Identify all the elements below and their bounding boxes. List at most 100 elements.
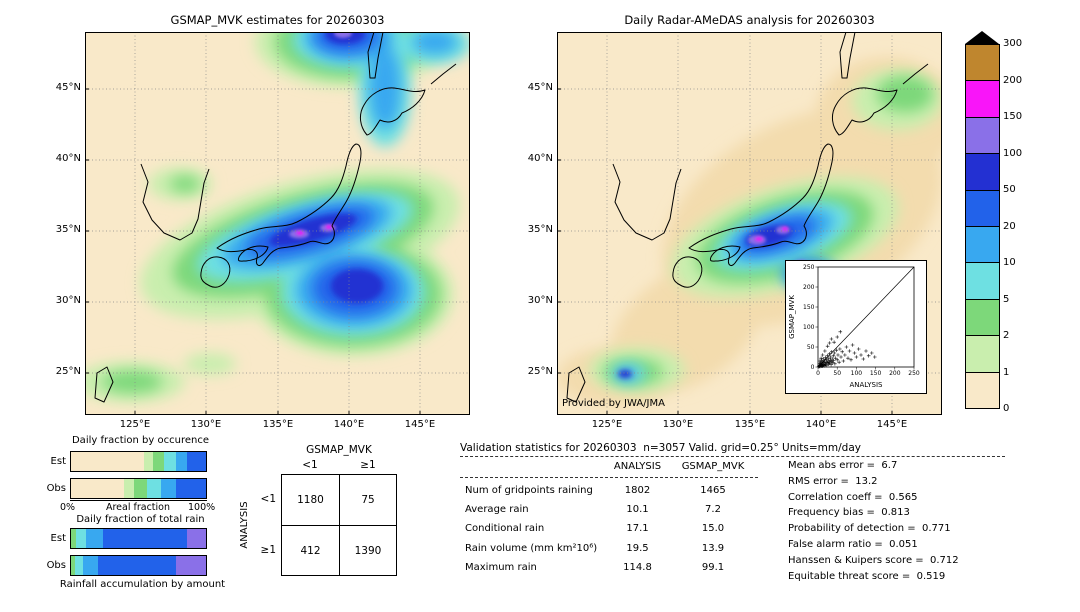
stat-label: Conditional rain <box>465 523 545 535</box>
scatter-points <box>817 330 877 369</box>
bar-segment <box>123 479 135 498</box>
colorbar-label: 0 <box>1003 403 1010 414</box>
contingency-cell-01: 75 <box>339 475 396 525</box>
colorbar-label: 1 <box>1003 366 1010 378</box>
lat-tick: 25°N <box>55 366 81 377</box>
bar-segment <box>161 479 177 498</box>
radar-precip-map <box>557 31 959 415</box>
map-border <box>557 32 942 415</box>
occurrence-obs-label: Obs <box>46 483 66 494</box>
colorbar-label: 100 <box>1003 147 1023 159</box>
colorbar-cell <box>966 336 999 373</box>
identity-line <box>817 266 915 368</box>
score-line: Frequency bias = 0.813 <box>788 507 910 519</box>
contingency-cell-10: 412 <box>282 525 339 575</box>
colorbar-cells <box>965 44 1000 409</box>
lon-tick: 130°E <box>662 419 694 430</box>
colorbar-cell <box>966 190 999 228</box>
occurrence-est-label: Est <box>50 456 66 467</box>
occurrence-xlabel: Areal fraction <box>105 502 170 513</box>
inset-xlabel: ANALYSIS <box>849 381 883 389</box>
colorbar-cell <box>966 117 999 155</box>
bar-segment <box>164 452 177 471</box>
colorbar-labels: 300 200 150 100 50 20 10 5 2 1 0 <box>1003 38 1043 414</box>
contingency-cell-00: 1180 <box>297 494 324 506</box>
stat-value-gsmap: 7.2 <box>705 504 721 516</box>
bar-segment <box>134 479 147 498</box>
lat-tick: 45°N <box>527 82 553 93</box>
lat-tick: 30°N <box>55 295 81 306</box>
validation-rows: Num of gridpoints raining 1802 1465 Average… <box>465 481 760 577</box>
bar-segment <box>187 529 206 548</box>
lon-tick: 135°E <box>734 419 766 430</box>
inset-xtick-label: 0 <box>816 370 820 377</box>
axis-ticks <box>557 88 893 415</box>
inset-ytick-label: 0 <box>811 364 815 371</box>
inset-xtick-label: 150 <box>870 370 882 377</box>
bar-segment <box>71 452 144 471</box>
stat-value-gsmap: 13.9 <box>701 542 725 554</box>
validation-title: Validation statistics for 20260303 n=305… <box>460 442 861 454</box>
gsmap-map-title: GSMAP_MVK estimates for 20260303 <box>170 13 385 27</box>
coastline-kuril <box>902 63 929 85</box>
contingency-row-lt1: <1 <box>260 493 276 505</box>
colorbar-label: 20 <box>1003 220 1016 232</box>
score-line: Mean abs error = 6.7 <box>788 460 898 471</box>
lon-tick: 140°E <box>805 419 837 430</box>
lon-tick: 140°E <box>333 419 365 430</box>
validation-row: Rain volume (mm km²10⁶) 19.5 13.9 <box>465 539 760 558</box>
totalrain-est-bar <box>70 528 207 549</box>
inset-xtick-label: 50 <box>833 370 841 377</box>
coastline-shikoku <box>237 245 269 262</box>
precip-layer-magenta <box>755 227 788 241</box>
stat-value-analysis: 19.5 <box>626 542 649 554</box>
bar-segment <box>146 479 162 498</box>
stat-value-analysis: 10.1 <box>626 504 649 516</box>
lon-tick: 145°E <box>876 419 908 430</box>
score-line: Hanssen & Kuipers score = 0.712 <box>788 554 959 566</box>
bar-segment <box>176 452 188 471</box>
lon-tick: 135°E <box>262 419 294 430</box>
totalrain-obs-bar <box>70 555 207 576</box>
coastline-kuril <box>430 63 457 85</box>
coastline-shikoku <box>709 245 741 262</box>
radar-map-panel: Daily Radar-AMeDAS analysis for 20260303 <box>528 13 959 430</box>
occurrence-obs-bar <box>70 478 207 499</box>
gsmap-map-panel: GSMAP_MVK estimates for 20260303 <box>56 0 471 430</box>
bar-segment <box>176 479 206 498</box>
coastlines <box>566 31 929 403</box>
colorbar-overflow-triangle <box>965 31 999 44</box>
inset-ytick-label: 150 <box>803 304 815 311</box>
lat-tick: 40°N <box>55 153 81 164</box>
data-credit: Provided by JWA/JMA <box>562 398 665 409</box>
colorbar-cell <box>966 263 999 300</box>
inset-dynamic: 00 50 50 100 100 150 150 200 200 250 250 <box>803 264 920 377</box>
bar-segment <box>97 556 177 575</box>
gsmap-vs-analysis-scatter: ANALYSIS GSMAP_MVK 00 50 50 100 100 150 150 200… <box>788 264 920 389</box>
precip-layer-magenta <box>296 225 333 235</box>
stat-value-analysis: 17.1 <box>626 523 649 535</box>
colorbar-cell <box>966 45 999 82</box>
occurrence-tick-100: 100% <box>188 502 216 513</box>
contingency-cell-11: 1390 <box>339 525 396 575</box>
colorbar-label: 2 <box>1003 330 1010 341</box>
map-border <box>85 32 470 415</box>
contingency-col-ge1: ≥1 <box>360 459 376 471</box>
contingency-table: 1180 75 412 1390 <box>281 474 397 576</box>
score-line: Equitable threat score = 0.519 <box>788 570 946 582</box>
validation-row: Num of gridpoints raining 1802 1465 <box>465 481 760 500</box>
colorbar-cell <box>966 227 999 264</box>
gsmap-precip-map <box>75 0 471 415</box>
bar-segment <box>143 452 154 471</box>
score-line: False alarm ratio = 0.051 <box>788 538 918 550</box>
inset-xtick-label: 100 <box>851 370 863 377</box>
lon-tick: 145°E <box>404 419 436 430</box>
grid-lines <box>85 32 470 415</box>
validation-row: Average rain 10.1 7.2 <box>465 500 760 519</box>
radar-map-title: Daily Radar-AMeDAS analysis for 20260303 <box>624 13 875 27</box>
totalrain-est-label: Est <box>50 533 66 544</box>
axis-ticks <box>85 88 421 415</box>
stat-value-gsmap: 15.0 <box>701 523 725 535</box>
occurrence-est-bar <box>70 451 207 472</box>
